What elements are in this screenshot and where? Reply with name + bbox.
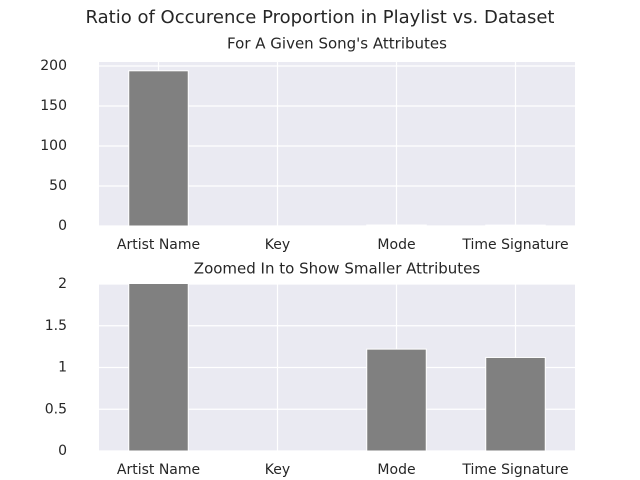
y-tick-label: 200 [40,58,67,74]
y-tick-label: 50 [49,178,67,194]
y-tick-label: 100 [40,138,67,154]
bar [485,224,546,226]
bar [128,70,189,226]
bar [485,356,546,451]
bars [128,284,546,451]
y-tick-label: 1 [58,360,67,376]
y-tick-label: 1.5 [45,318,67,334]
x-tick-label: Artist Name [117,462,200,478]
subplot-title: For A Given Song's Attributes [227,35,447,53]
bar [366,348,427,451]
x-tick-label: Mode [377,237,415,253]
x-tick-label: Artist Name [117,237,200,253]
x-tick-label: Time Signature [461,462,568,478]
x-tick-label: Key [265,462,290,478]
figure-title: Ratio of Occurence Proportion in Playlis… [86,7,555,28]
x-tick-label: Mode [377,462,415,478]
y-tick-label: 150 [40,98,67,114]
x-tick-label: Time Signature [461,237,568,253]
bar [366,224,427,226]
y-tick-label: 0.5 [45,401,67,417]
x-tick-label: Key [265,237,290,253]
bars [128,70,546,226]
bar [128,284,189,451]
y-tick-label: 2 [58,276,67,292]
subplot-title: Zoomed In to Show Smaller Attributes [194,260,481,278]
y-tick-label: 0 [58,218,67,234]
y-tick-label: 0 [58,443,67,459]
